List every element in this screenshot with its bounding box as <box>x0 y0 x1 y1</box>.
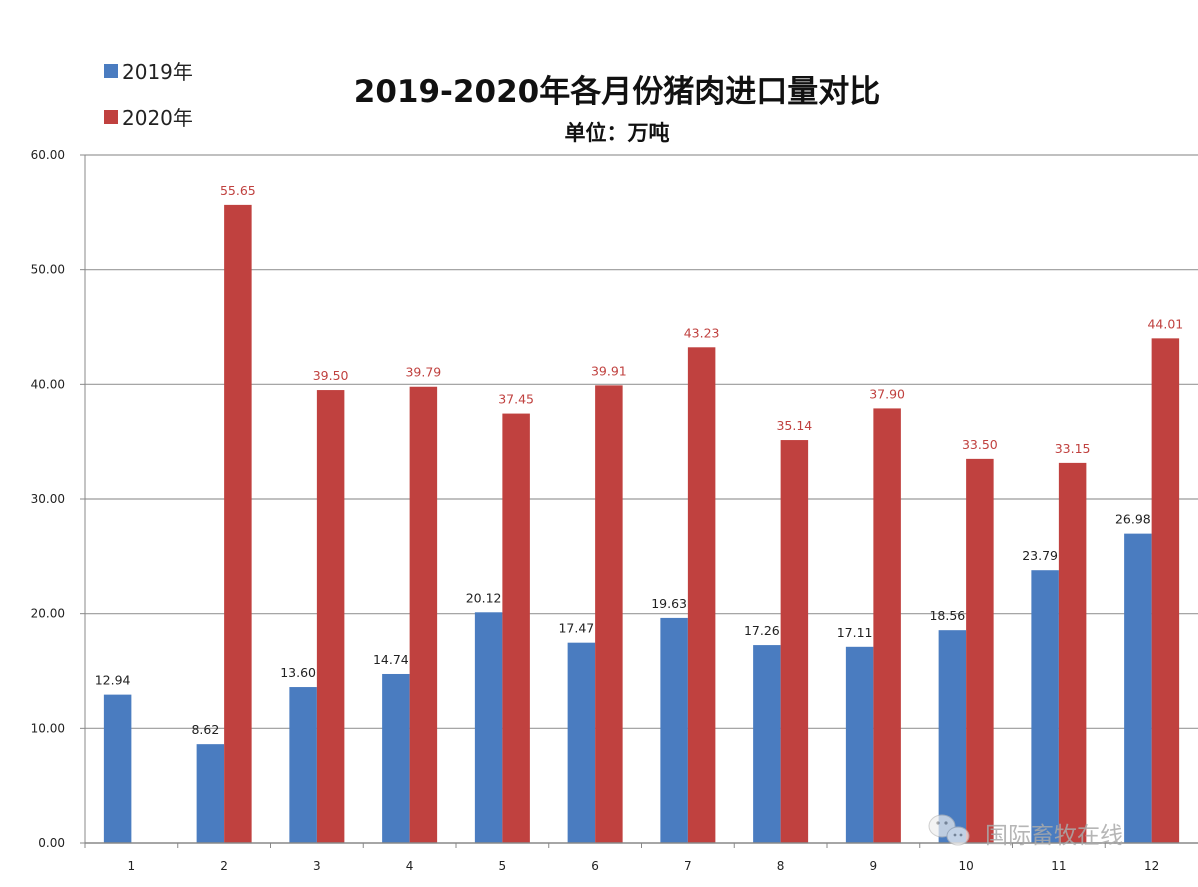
x-tick-label: 1 <box>128 859 136 873</box>
y-tick-label: 30.00 <box>31 492 65 506</box>
data-label-2019-9: 17.11 <box>837 625 873 640</box>
bar-2019-6 <box>567 642 596 843</box>
bar-2019-11 <box>1031 570 1059 843</box>
bar-2020-6 <box>595 385 623 843</box>
data-label-2019-12: 26.98 <box>1115 512 1151 527</box>
data-label-2019-4: 14.74 <box>373 652 409 667</box>
x-tick-label: 5 <box>499 859 507 873</box>
y-tick-label: 20.00 <box>31 607 65 621</box>
data-label-2019-8: 17.26 <box>744 623 780 638</box>
bar-2019-3 <box>289 687 317 843</box>
bar-2020-2 <box>224 204 252 843</box>
legend-label-2020: 2020年 <box>122 106 193 130</box>
legend-label-2019: 2019年 <box>122 60 193 84</box>
data-label-2019-2: 8.62 <box>191 722 219 737</box>
x-tick-label: 10 <box>958 859 973 873</box>
data-label-2020-12: 44.01 <box>1147 316 1183 331</box>
bar-2020-9 <box>873 408 901 843</box>
bar-2019-9 <box>845 646 874 843</box>
chart-subtitle: 单位：万吨 <box>565 121 670 145</box>
data-label-2019-11: 23.79 <box>1022 548 1058 563</box>
data-label-2019-5: 20.12 <box>466 590 502 605</box>
bars <box>103 204 1180 843</box>
bar-2020-12 <box>1151 338 1180 843</box>
legend-swatch-2020 <box>104 110 118 124</box>
watermark-text: 国际畜牧在线 <box>985 823 1123 849</box>
data-label-2020-7: 43.23 <box>684 325 720 340</box>
x-tick-label: 4 <box>406 859 414 873</box>
data-label-2020-8: 35.14 <box>776 418 812 433</box>
bar-2020-5 <box>502 413 530 843</box>
data-label-2020-6: 39.91 <box>591 363 627 378</box>
y-tick-label: 60.00 <box>31 148 65 162</box>
bar-2019-5 <box>474 612 503 843</box>
data-label-2019-6: 17.47 <box>558 621 594 636</box>
y-tick-label: 40.00 <box>31 377 65 391</box>
bar-2020-7 <box>687 347 716 843</box>
bar-2020-3 <box>316 390 345 843</box>
bar-2019-1 <box>103 694 132 843</box>
bar-2019-10 <box>938 630 967 843</box>
y-tick-label: 50.00 <box>31 263 65 277</box>
data-label-2019-1: 12.94 <box>95 673 131 688</box>
y-tick-label: 10.00 <box>31 721 65 735</box>
data-label-2019-10: 18.56 <box>929 608 965 623</box>
gridlines <box>85 154 1198 729</box>
x-tick-label: 12 <box>1144 859 1159 873</box>
chart-title: 2019-2020年各月份猪肉进口量对比 <box>354 74 880 110</box>
bar-2019-4 <box>382 673 410 843</box>
data-labels: 12.94 8.62 55.65 13.60 39.50 14.74 39.79 20.12 3… <box>95 183 1184 737</box>
wechat-icon <box>928 814 970 846</box>
x-tick-label: 3 <box>313 859 321 873</box>
data-label-2020-2: 55.65 <box>220 183 256 198</box>
data-label-2020-11: 33.15 <box>1055 441 1091 456</box>
data-label-2020-10: 33.50 <box>962 437 998 452</box>
x-tick-label: 11 <box>1051 859 1066 873</box>
bar-2019-2 <box>196 744 225 843</box>
bar-2020-11 <box>1058 462 1087 843</box>
x-tick-label: 7 <box>684 859 692 873</box>
data-label-2020-9: 37.90 <box>869 386 905 401</box>
bar-2020-4 <box>409 386 438 843</box>
bar-2019-8 <box>753 645 781 843</box>
x-tick-label: 8 <box>777 859 785 873</box>
data-label-2019-3: 13.60 <box>280 665 316 680</box>
legend-swatch-2019 <box>104 64 118 78</box>
x-tick-label: 6 <box>591 859 599 873</box>
data-label-2020-3: 39.50 <box>313 368 349 383</box>
x-tick-label: 2 <box>220 859 228 873</box>
bar-2019-12 <box>1124 533 1152 843</box>
data-label-2020-4: 39.79 <box>405 365 441 380</box>
data-label-2019-7: 19.63 <box>651 596 687 611</box>
bar-2019-7 <box>660 617 688 843</box>
y-tick-label: 0.00 <box>38 836 65 850</box>
bar-2020-8 <box>780 440 809 843</box>
x-tick-label: 9 <box>870 859 878 873</box>
bar-2020-10 <box>966 458 994 843</box>
data-label-2020-5: 37.45 <box>498 392 534 407</box>
